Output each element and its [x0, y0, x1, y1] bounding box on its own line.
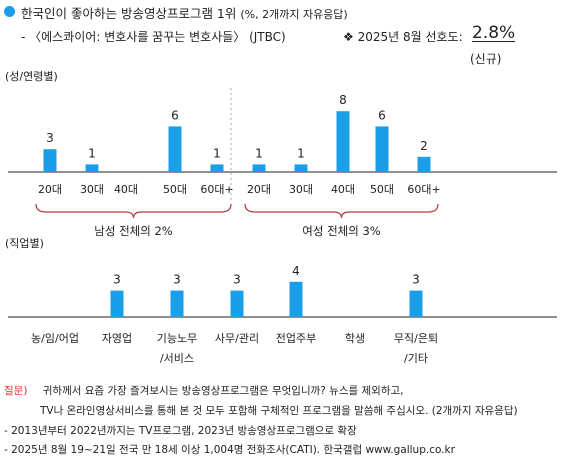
x-tick-label: 60대+ — [200, 183, 233, 196]
x-tick-label: 50대 — [370, 183, 394, 196]
question-text-1: 귀하께서 요즘 가장 즐겨보시는 방송영상프로그램은 무엇입니까? 뉴스를 제외… — [42, 385, 404, 397]
x-tick-label: 자영업 — [102, 332, 132, 345]
data-label: 6 — [378, 108, 386, 122]
bar — [409, 290, 423, 317]
x-tick-label: 학생 — [345, 332, 365, 345]
chart-title: 한국인이 좋아하는 방송영상프로그램 1위 (%, 2개까지 자유응답) — [21, 3, 348, 22]
title-bullet-icon — [4, 6, 15, 17]
data-label: 3 — [173, 273, 181, 287]
data-label: 3 — [233, 273, 241, 287]
group-bracket — [244, 203, 439, 219]
x-tick-label: 사무/관리 — [215, 332, 259, 345]
x-tick-label: /서비스 — [160, 352, 194, 365]
data-label: 3 — [113, 273, 121, 287]
question-line-1: 질문) 귀하께서 요즘 가장 즐겨보시는 방송영상프로그램은 무엇입니까? 뉴스… — [4, 383, 403, 398]
footnote-survey: - 2025년 8월 19~21일 전국 만 18세 이상 1,004명 전화조… — [4, 444, 455, 456]
data-label: 4 — [292, 264, 300, 278]
bar — [375, 126, 389, 172]
section-label-gender-age: (성/연령별) — [5, 70, 58, 83]
title-sub: (%, 2개까지 자유응답) — [240, 8, 348, 21]
bar — [210, 164, 224, 172]
data-label: 1 — [213, 146, 221, 160]
data-label: 8 — [339, 93, 347, 107]
bar — [289, 281, 303, 317]
bar — [43, 149, 57, 172]
data-label: 3 — [46, 131, 54, 145]
bar — [417, 156, 431, 172]
data-label: 1 — [255, 146, 263, 160]
program-name: - 〈에스콰이어: 변호사를 꿈꾸는 변호사들〉 (JTBC) — [21, 30, 286, 44]
question-line-2: TV나 온라인영상서비스를 통해 본 것 모두 포함해 구체적인 프로그램을 말… — [40, 405, 518, 417]
occupation-bar-chart: 농/임/어업 3 자영업 3 기능노무/서비스 3 사무/관리 4 전업주부 학생 3 무직/은퇴/기… — [8, 264, 557, 365]
x-tick-label: 30대 — [289, 183, 313, 196]
bar — [336, 111, 350, 172]
group-bracket — [35, 203, 232, 219]
bar — [110, 290, 124, 317]
bar — [294, 164, 308, 172]
x-tick-label: 20대 — [38, 183, 62, 196]
group-label: 남성 전체의 2% — [94, 224, 173, 238]
x-tick-label: 기능노무 — [157, 332, 197, 345]
data-label: 1 — [297, 146, 305, 160]
question-label: 질문) — [4, 385, 28, 397]
x-tick-label: 무직/은퇴 — [394, 332, 438, 345]
data-label: 2 — [420, 139, 428, 153]
gender-age-bar-chart: 3 20대 1 30대 40대 6 50대 1 60대+ 남성 전체의 2% 1 20대 1 30대 8 40… — [8, 88, 557, 238]
bar — [168, 126, 182, 172]
bar — [230, 290, 244, 317]
x-tick-label: 40대 — [114, 183, 138, 196]
data-label: 3 — [412, 273, 420, 287]
title-main: 한국인이 좋아하는 방송영상프로그램 1위 — [21, 6, 237, 21]
footnote-scope: - 2013년부터 2022년까지는 TV프로그램, 2023년 방송영상프로그… — [4, 425, 357, 437]
x-tick-label: /기타 — [404, 352, 428, 365]
bar — [85, 164, 99, 172]
x-tick-label: 60대+ — [407, 183, 440, 196]
x-tick-label: 20대 — [247, 183, 271, 196]
x-tick-label: 전업주부 — [276, 332, 316, 345]
x-tick-label: 30대 — [80, 183, 104, 196]
section-label-occupation: (직업별) — [5, 237, 44, 250]
x-tick-label: 농/임/어업 — [31, 332, 79, 345]
preference-label: ❖ 2025년 8월 선호도: — [343, 30, 463, 44]
x-tick-label: 50대 — [163, 183, 187, 196]
bar — [170, 290, 184, 317]
data-label: 6 — [171, 108, 179, 122]
x-tick-label: 40대 — [331, 183, 355, 196]
bar — [252, 164, 266, 172]
data-label: 1 — [88, 146, 96, 160]
preference-value: 2.8% — [472, 23, 516, 43]
group-label: 여성 전체의 3% — [302, 224, 381, 238]
new-badge: (신규) — [470, 52, 502, 66]
